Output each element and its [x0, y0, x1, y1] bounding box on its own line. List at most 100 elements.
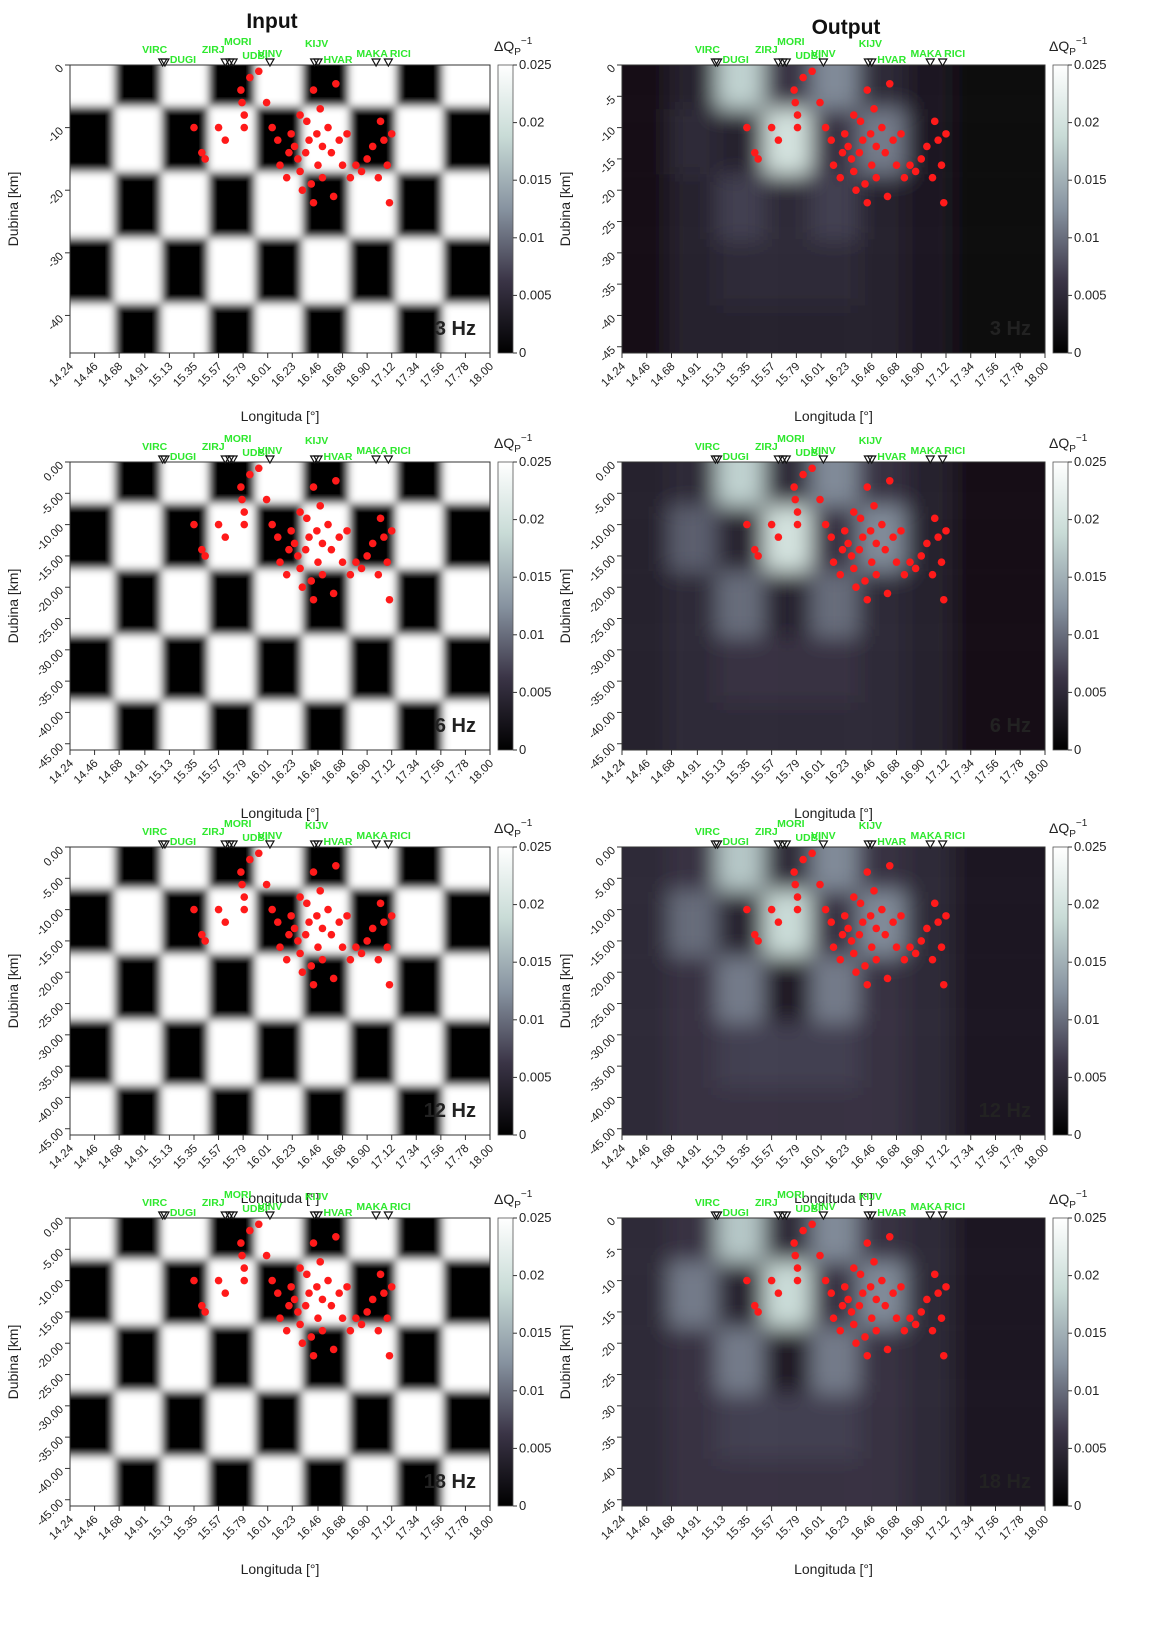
x-tick-label: 17.34 — [394, 1142, 423, 1171]
heatmap-cell — [161, 1456, 214, 1506]
event — [872, 142, 881, 151]
heatmap-cell — [1000, 240, 1045, 307]
event — [872, 539, 881, 548]
heatmap-cell — [208, 954, 261, 1025]
heatmap-cell — [208, 569, 261, 640]
event — [821, 520, 830, 529]
y-tick-label: -15.00 — [587, 554, 619, 586]
event — [808, 464, 816, 473]
station-label: ZIRJ — [202, 826, 225, 838]
event — [917, 1308, 926, 1316]
heatmap — [622, 462, 1045, 750]
event — [767, 123, 776, 132]
colorbar-label: ΔQP−1 — [494, 1189, 533, 1211]
heatmap-cell — [114, 954, 167, 1025]
plot-area — [622, 847, 1045, 1135]
event — [383, 558, 392, 566]
heatmap-cell — [622, 890, 670, 957]
heatmap-cell — [669, 1327, 717, 1394]
event — [303, 117, 311, 126]
x-tick-label: 16.23 — [270, 1514, 299, 1543]
station-label: MAKA — [356, 1201, 388, 1213]
event — [870, 887, 878, 895]
heatmap-cell — [811, 1327, 859, 1394]
heatmap-cell — [622, 571, 670, 638]
heatmap-cell — [952, 505, 1000, 572]
event — [791, 98, 800, 107]
x-tick-label: 16.23 — [823, 1514, 852, 1543]
heatmap-cell — [1000, 703, 1045, 750]
heatmap-cell — [395, 1218, 448, 1265]
station-label: RICI — [390, 1201, 411, 1213]
heatmap-cell — [669, 571, 717, 638]
event — [246, 73, 254, 82]
x-tick-label: 14.24 — [47, 360, 76, 389]
heatmap-cell — [763, 1022, 811, 1089]
event — [911, 949, 920, 958]
heatmap-cell — [255, 1390, 308, 1462]
station-label: VIRC — [695, 44, 721, 56]
event — [327, 1301, 336, 1310]
heatmap-cell — [208, 1085, 261, 1135]
event — [254, 1220, 263, 1229]
heatmap-cell — [952, 65, 1000, 109]
event — [309, 1351, 318, 1360]
y-tick-label: -20 — [46, 188, 66, 208]
x-tick-label: 14.91 — [122, 1143, 151, 1172]
heatmap-cell — [114, 634, 167, 706]
heatmap-cell — [1000, 847, 1045, 891]
station-label: UDBI — [795, 832, 821, 844]
x-tick-label: 16.23 — [823, 758, 852, 787]
event — [238, 495, 246, 504]
event — [201, 937, 209, 945]
station-label: KIJV — [859, 1191, 882, 1203]
y-tick-label: 0.00 — [42, 845, 66, 869]
plot-frame — [69, 846, 491, 1136]
station-label: KIJV — [859, 820, 882, 832]
heatmap-cell — [348, 462, 401, 509]
x-tick-label: 16.68 — [874, 1143, 903, 1172]
station-label: VINV — [811, 1201, 836, 1213]
event — [363, 937, 371, 945]
event — [343, 912, 351, 920]
event — [793, 123, 802, 132]
station-marker — [228, 840, 239, 850]
plot-area — [622, 65, 1045, 353]
heatmap-cell — [905, 462, 953, 506]
heatmap-cell — [255, 65, 308, 112]
heatmap-cell — [952, 890, 1000, 957]
event — [287, 1283, 295, 1291]
heatmap-cell — [395, 237, 448, 309]
event — [892, 1314, 901, 1322]
station-label: MAKA — [911, 445, 943, 457]
x-tick-label: 17.78 — [998, 361, 1027, 390]
heatmap-cell — [348, 634, 401, 706]
heatmap-cell — [114, 503, 167, 575]
frequency-label: 6 Hz — [435, 715, 476, 737]
y-tick-label: -5.00 — [591, 491, 618, 518]
y-tick-label: -5.00 — [39, 1247, 66, 1274]
event — [928, 1326, 937, 1335]
event — [858, 533, 867, 541]
event — [866, 1283, 875, 1291]
frequency-label: 18 Hz — [979, 1471, 1031, 1493]
heatmap-cell — [255, 634, 308, 706]
x-axis-label: Longituda [°] — [794, 408, 873, 424]
event — [352, 943, 360, 951]
event — [335, 533, 344, 541]
station-label: UDBI — [795, 50, 821, 62]
event — [872, 1295, 881, 1304]
station-marker — [866, 1211, 877, 1221]
heatmap-cell — [952, 847, 1000, 891]
event — [374, 955, 383, 964]
station-label: ZIRJ — [755, 1197, 778, 1209]
plot-area — [70, 65, 490, 353]
event — [838, 1301, 847, 1310]
panel: 14.2414.4614.6814.9115.1315.3515.5715.79… — [557, 16, 1107, 424]
event — [791, 880, 800, 889]
event — [774, 918, 783, 926]
station-label: MORI — [224, 433, 251, 445]
station-label: ZIRJ — [755, 44, 778, 56]
heatmap-cell — [302, 1456, 354, 1506]
x-tick-label: 15.35 — [171, 1514, 200, 1543]
